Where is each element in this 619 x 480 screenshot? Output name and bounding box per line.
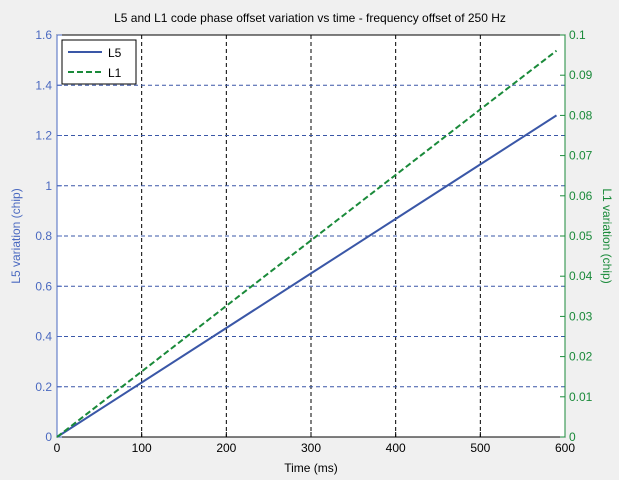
y-left-tick-label: 0 [45,430,52,444]
y-right-tick-label: 0.05 [569,229,593,243]
y-right-tick-label: 0.1 [569,28,586,42]
legend: L5 L1 [61,39,137,85]
y-right-tick-label: 0.06 [569,189,593,203]
y-left-tick-label: 0.4 [35,330,52,344]
y-right-tick-label: 0.02 [569,350,593,364]
x-tick-label: 100 [132,441,152,455]
axis-ticks: 0 100 200 300 400 500 60000.20.40.60.811.21.41… [35,28,592,455]
y-left-tick-label: 0.6 [35,279,52,293]
x-tick-label: 0 [54,441,61,455]
y-left-tick-label: 1 [45,179,52,193]
y-right-tick-label: 0.07 [569,149,593,163]
y-right-tick-label: 0.01 [569,390,593,404]
series-line-l1 [56,49,558,438]
x-axis-label: Time (ms) [284,461,338,475]
grid-lines [57,35,565,437]
series-line-l5 [56,114,558,438]
y-right-tick-label: 0.08 [569,108,593,122]
y-right-tick-label: 0 [569,430,576,444]
y-axis-left-label: L5 variation (chip) [9,188,23,283]
legend-box [61,39,137,85]
y-right-tick-label: 0.04 [569,269,593,283]
x-tick-label: 400 [386,441,406,455]
x-tick-label: 500 [470,441,490,455]
x-tick-label: 300 [301,441,321,455]
y-left-tick-label: 0.8 [35,229,52,243]
x-tick-label: 200 [216,441,236,455]
y-left-tick-label: 1.4 [35,78,52,92]
y-right-tick-label: 0.03 [569,309,593,323]
series-lines [56,49,558,438]
legend-label-l1: L1 [108,66,122,80]
y-axis-right-label: L1 variation (chip) [600,188,614,283]
y-left-tick-label: 1.2 [35,129,52,143]
y-left-tick-label: 0.2 [35,380,52,394]
legend-label-l5: L5 [108,46,122,60]
x-tick-label: 600 [555,441,575,455]
y-right-tick-label: 0.09 [569,68,593,82]
y-left-tick-label: 1.6 [35,28,52,42]
chart-title: L5 and L1 code phase offset variation vs… [114,11,506,25]
